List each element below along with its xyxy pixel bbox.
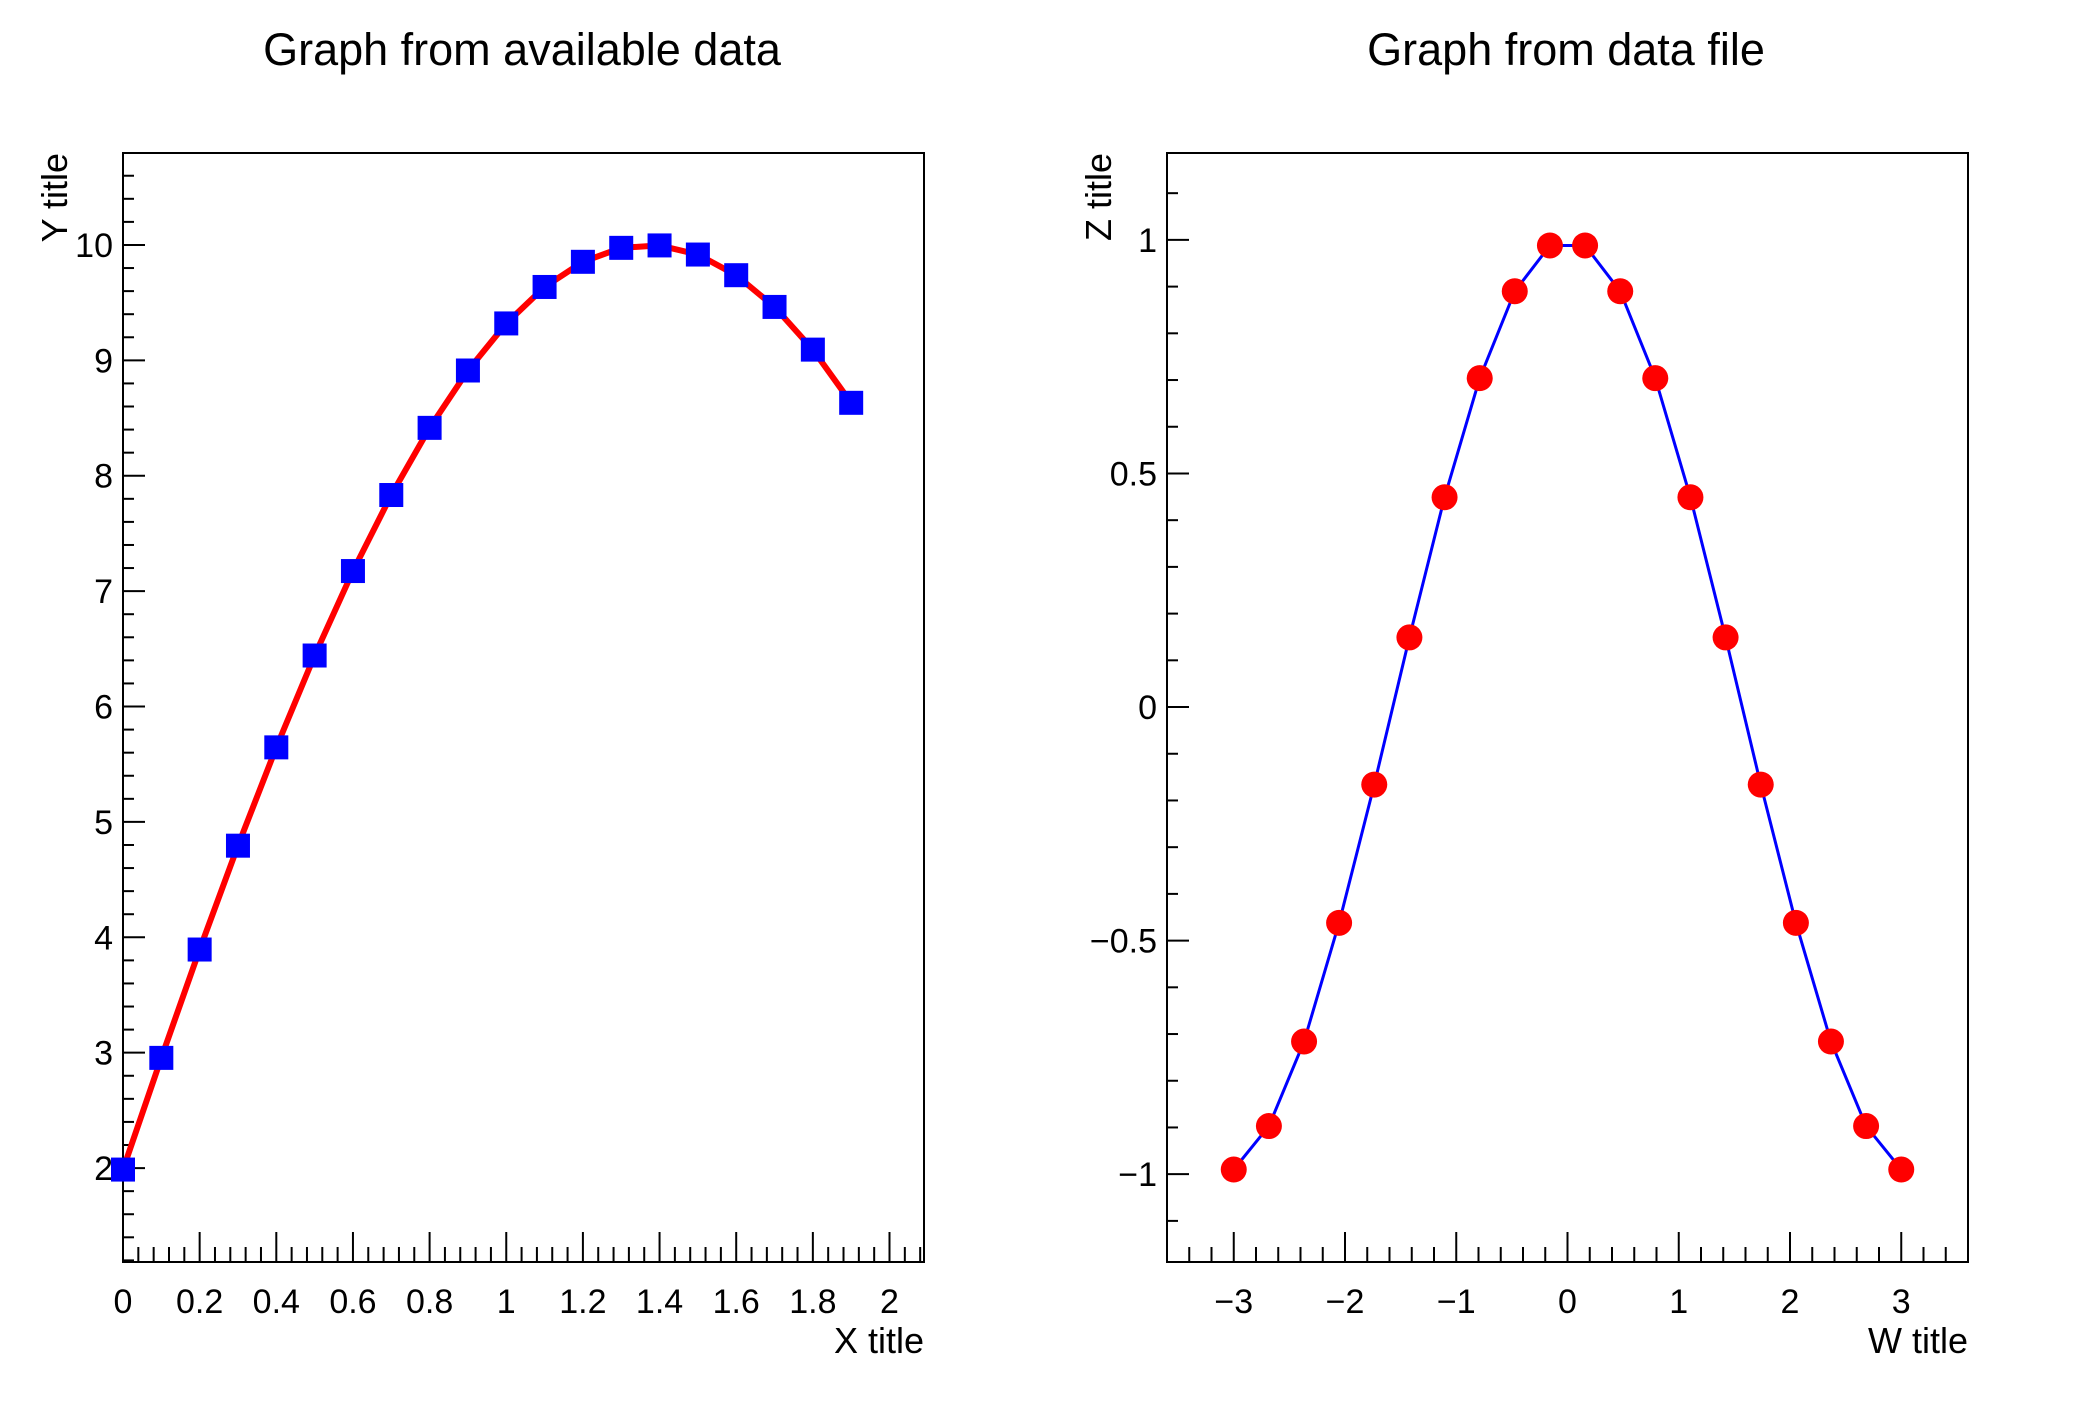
x-tick-label: 1 xyxy=(1669,1283,1688,1321)
x-tick-label: 1.6 xyxy=(713,1283,760,1321)
data-point-square xyxy=(647,233,672,258)
y-minor-ticks xyxy=(123,174,134,1262)
x-tick-label: 1.2 xyxy=(559,1283,606,1321)
data-point-circle xyxy=(1361,771,1388,798)
x-tick-label: 1.4 xyxy=(636,1283,683,1321)
data-point-circle xyxy=(1888,1156,1915,1183)
y-tick-label: 8 xyxy=(94,458,113,496)
chart-title-right: Graph from data file xyxy=(1367,24,1765,75)
data-point-square xyxy=(111,1157,135,1182)
data-point-square xyxy=(839,390,864,415)
data-point-square xyxy=(187,937,212,962)
x-minor-ticks xyxy=(137,1247,922,1262)
x-tick-label: 1.8 xyxy=(789,1283,836,1321)
data-point-circle xyxy=(1747,771,1774,798)
x-tick-label: −3 xyxy=(1214,1283,1253,1321)
data-point-circle xyxy=(1853,1113,1880,1140)
data-point-circle xyxy=(1501,278,1528,305)
x-tick-label: 2 xyxy=(880,1283,899,1321)
data-point-circle xyxy=(1677,484,1704,511)
y-tick-label: −0.5 xyxy=(1090,923,1157,961)
pad-left: 0 0.2 0.4 0.6 0.8 1 1.2 1.4 1.6 1.8 2 2 3 4 5 6 7 8 9 10 Gr… xyxy=(34,24,925,1361)
data-point-square xyxy=(264,735,289,760)
y-tick-label: 4 xyxy=(94,919,113,957)
data-point-square xyxy=(149,1045,174,1070)
data-point-circle xyxy=(1572,232,1599,259)
y-tick-label: 9 xyxy=(94,342,113,380)
y-tick-label: 7 xyxy=(94,573,113,611)
data-point-square xyxy=(762,294,787,319)
data-point-circle xyxy=(1255,1113,1282,1140)
x-axis-title-left: X title xyxy=(833,1320,924,1361)
data-point-square xyxy=(379,483,404,508)
y-tick-label: 6 xyxy=(94,689,113,727)
x-minor-ticks xyxy=(1188,1247,1947,1262)
y-tick-label: 3 xyxy=(94,1035,113,1073)
data-point-square xyxy=(532,274,557,299)
data-point-square xyxy=(302,643,327,668)
x-tick-label: 1 xyxy=(497,1283,516,1321)
x-tick-label: 0.6 xyxy=(329,1283,376,1321)
data-point-square xyxy=(417,415,442,440)
data-point-circle xyxy=(1712,624,1739,651)
y-tick-label: 1 xyxy=(1138,222,1157,260)
data-point-circle xyxy=(1782,909,1809,936)
x-tick-label: 3 xyxy=(1892,1283,1911,1321)
data-point-circle xyxy=(1291,1028,1318,1055)
series-line xyxy=(120,242,855,1173)
data-point-square xyxy=(340,559,365,584)
series-markers xyxy=(111,233,864,1182)
data-point-square xyxy=(724,263,749,288)
x-tick-label: 0 xyxy=(114,1283,133,1321)
y-tick-label: 2 xyxy=(94,1150,113,1188)
y-tick-label: 0 xyxy=(1138,689,1157,727)
data-point-square xyxy=(455,358,480,383)
series-markers xyxy=(1220,232,1915,1183)
x-axis-title-right: W title xyxy=(1867,1320,1968,1361)
y-tick-label: 5 xyxy=(94,804,113,842)
y-tick-label: 0.5 xyxy=(1110,455,1157,493)
plot-area-left: 0 0.2 0.4 0.6 0.8 1 1.2 1.4 1.6 1.8 2 2 3 4 5 6 7 8 9 10 xyxy=(75,152,925,1321)
data-point-circle xyxy=(1431,484,1458,511)
pad-right: −3 −2 −1 0 1 2 3 −1 −0.5 0 0.5 1 Graph from data fi… xyxy=(1044,0,2088,1416)
x-tick-label: 0.4 xyxy=(253,1283,300,1321)
data-point-square xyxy=(494,311,519,336)
data-point-square xyxy=(570,249,595,274)
x-tick-label: 2 xyxy=(1781,1283,1800,1321)
plot-frame xyxy=(1166,152,1969,1263)
data-point-circle xyxy=(1326,909,1353,936)
data-point-square xyxy=(225,833,250,858)
y-axis: −1 −0.5 0 0.5 1 xyxy=(1090,222,1189,1194)
data-point-circle xyxy=(1396,624,1423,651)
data-point-square xyxy=(609,235,634,260)
y-axis: 2 3 4 5 6 7 8 9 10 xyxy=(75,227,145,1188)
data-point-circle xyxy=(1642,365,1669,392)
data-point-circle xyxy=(1466,365,1493,392)
x-tick-label: −2 xyxy=(1326,1283,1365,1321)
x-tick-label: 0.2 xyxy=(176,1283,223,1321)
y-minor-ticks xyxy=(1167,192,1178,1222)
data-point-circle xyxy=(1817,1028,1844,1055)
chart-title-left: Graph from available data xyxy=(263,24,781,75)
data-point-circle xyxy=(1220,1156,1247,1183)
x-tick-label: 0.8 xyxy=(406,1283,453,1321)
x-tick-label: 0 xyxy=(1558,1283,1577,1321)
y-axis-title-right: Z title xyxy=(1078,153,1119,242)
data-point-square xyxy=(800,337,825,362)
data-point-square xyxy=(685,242,710,267)
plot-frame xyxy=(122,152,925,1263)
series-line xyxy=(1232,243,1903,1172)
x-tick-label: −1 xyxy=(1437,1283,1476,1321)
x-axis: −3 −2 −1 0 1 2 3 xyxy=(1214,1232,1911,1321)
x-axis: 0 0.2 0.4 0.6 0.8 1 1.2 1.4 1.6 1.8 2 xyxy=(114,1232,899,1321)
plot-area-right: −3 −2 −1 0 1 2 3 −1 −0.5 0 0.5 1 xyxy=(1090,152,1969,1321)
data-point-circle xyxy=(1607,278,1634,305)
data-point-circle xyxy=(1536,232,1563,259)
y-axis-title-left: Y title xyxy=(34,153,75,243)
y-tick-label: 10 xyxy=(75,227,113,265)
y-tick-label: −1 xyxy=(1118,1156,1157,1194)
